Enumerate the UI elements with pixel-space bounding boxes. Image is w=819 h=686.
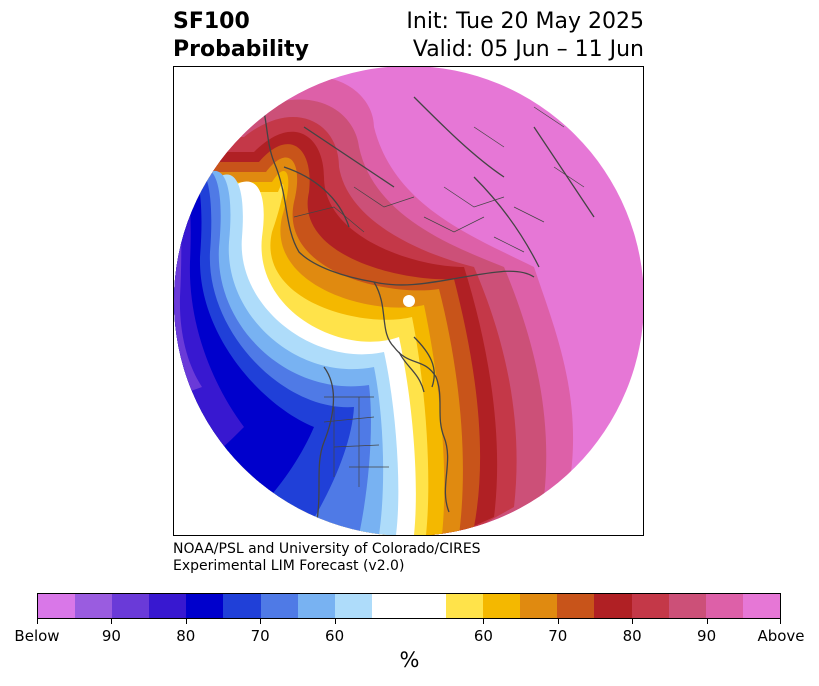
colorbar-tick-mark [111,619,113,624]
product-name: Probability [173,37,309,62]
colorbar-segment [112,594,150,618]
colorbar-tick-label: 90 [697,627,717,645]
colorbar-tick-mark [260,619,262,624]
colorbar-segment [408,594,447,618]
colorbar-segment [186,594,224,618]
colorbar-segment [520,594,558,618]
credit-institution: NOAA/PSL and University of Colorado/CIRE… [173,541,481,557]
colorbar-tick-label: 80 [176,627,196,645]
figure-title-left: SF100 Probability [173,8,309,64]
colorbar-tick-label: 60 [473,627,493,645]
probability-field [174,67,643,535]
colorbar-segment [371,594,409,618]
colorbar-tick-label: Above [757,627,805,645]
colorbar-tick-mark [185,619,187,624]
colorbar-segment [668,594,706,618]
colorbar-segment [334,594,372,618]
colorbar-tick-label: Below [14,627,60,645]
colorbar-tick-label: 80 [622,627,642,645]
north-pole-marker [403,295,415,307]
colorbar-segment [446,594,484,618]
map-svg [174,67,643,535]
colorbar-tick-label: 90 [101,627,121,645]
colorbar-segment [483,594,521,618]
colorbar-tick-label: 60 [325,627,345,645]
colorbar-segment [260,594,298,618]
colorbar-segment [631,594,669,618]
credits: NOAA/PSL and University of Colorado/CIRE… [173,541,481,575]
colorbar-segment [705,594,743,618]
colorbar-tick-label: 70 [250,627,270,645]
political-borders [293,106,585,487]
init-date: Init: Tue 20 May 2025 [406,9,644,34]
colorbar-ticks: Below 90 80 70 60 60 70 80 90 Above [14,619,805,649]
colorbar-segment [742,594,780,618]
figure-title-right: Init: Tue 20 May 2025 Valid: 05 Jun – 11… [406,8,644,64]
colorbar-segment [297,594,335,618]
colorbar-unit: % [399,648,420,672]
field-band-below-90 [174,197,202,397]
colorbar-tick-mark [632,619,634,624]
colorbar-tick-mark [483,619,485,624]
credit-model: Experimental LIM Forecast (v2.0) [173,558,405,574]
colorbar-segment [75,594,113,618]
forecast-map [173,66,644,536]
colorbar-tick-mark [780,619,781,624]
colorbar-tick-label: 70 [548,627,568,645]
coastlines [253,86,630,535]
colorbar-segment [38,594,76,618]
colorbar-segment [557,594,595,618]
colorbar-tick-mark [37,619,38,624]
colorbar [37,593,781,619]
colorbar-segment [149,594,187,618]
valid-range: Valid: 05 Jun – 11 Jun [412,37,644,62]
variable-name: SF100 [173,9,250,34]
colorbar-segment [223,594,261,618]
colorbar-segment [594,594,632,618]
colorbar-tick-mark [557,619,559,624]
colorbar-tick-mark [706,619,708,624]
colorbar-tick-mark [334,619,336,624]
